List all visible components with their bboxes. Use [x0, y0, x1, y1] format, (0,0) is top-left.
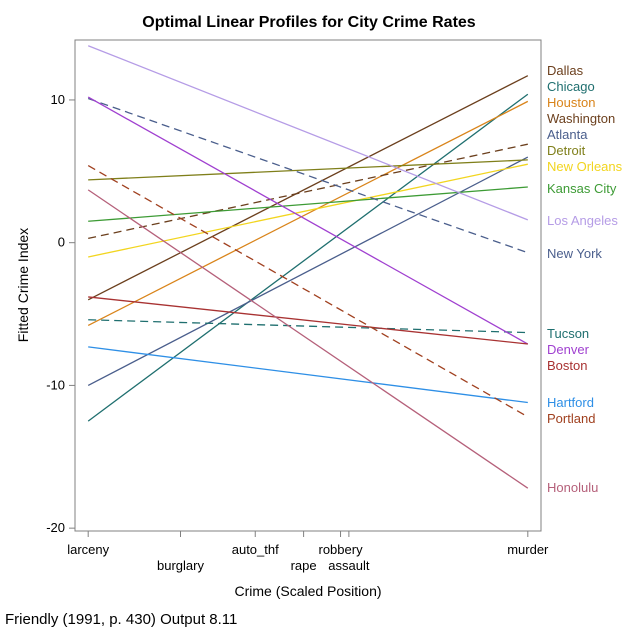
series-line-portland	[87, 165, 529, 418]
series-line-detroit	[88, 159, 528, 181]
series-line-boston	[88, 296, 528, 345]
city-label-los-angeles: Los Angeles	[547, 213, 618, 228]
series-line-tucson	[88, 319, 528, 334]
city-label-boston: Boston	[547, 358, 587, 373]
city-label-kansas-city: Kansas City	[547, 181, 617, 196]
x-tick-label: burglary	[157, 558, 204, 573]
series-line-houston	[87, 100, 529, 327]
chart-title: Optimal Linear Profiles for City Crime R…	[142, 14, 476, 31]
series-line-honolulu	[87, 189, 529, 489]
y-axis: 10 0 -10 -20	[46, 92, 75, 535]
x-axis: larceny burglary auto_thfraperobberyassaul…	[67, 531, 549, 573]
y-tick-label: 10	[51, 92, 65, 107]
city-label-hartford: Hartford	[547, 395, 594, 410]
y-tick-label: -20	[46, 520, 65, 535]
y-tick-label: 0	[58, 235, 65, 250]
series-line-new-orleans	[88, 163, 528, 258]
y-axis-title: Fitted Crime Index	[15, 228, 31, 342]
x-tick-label: murder	[507, 542, 549, 557]
city-label-houston: Houston	[547, 95, 595, 110]
plot-frame	[74, 39, 542, 532]
city-label-detroit: Detroit	[547, 143, 586, 158]
series-line-kansas-city	[88, 186, 528, 222]
series-lines	[87, 45, 529, 489]
x-axis-title: Crime (Scaled Position)	[234, 583, 381, 599]
city-label-washington: Washington	[547, 111, 615, 126]
city-label-new-orleans: New Orleans	[547, 159, 623, 174]
city-labels: DallasChicagoHoustonWashingtonAtlantaDet…	[547, 63, 623, 495]
series-line-los-angeles	[87, 45, 529, 221]
series-line-chicago	[87, 93, 529, 422]
city-label-honolulu: Honolulu	[547, 480, 598, 495]
footnote: Friendly (1991, p. 430) Output 8.11	[5, 611, 237, 628]
series-line-washington	[88, 143, 528, 240]
x-tick-label: larceny	[67, 542, 109, 557]
city-label-denver: Denver	[547, 342, 590, 357]
series-line-atlanta	[87, 156, 529, 386]
x-tick-label: assault	[328, 558, 370, 573]
city-label-chicago: Chicago	[547, 79, 595, 94]
x-tick-label: rape	[291, 558, 317, 573]
series-line-new-york	[87, 97, 529, 254]
series-line-hartford	[88, 346, 528, 404]
x-tick-label: auto_thf	[232, 542, 279, 557]
city-label-dallas: Dallas	[547, 63, 584, 78]
city-label-tucson: Tucson	[547, 326, 589, 341]
city-label-new-york: New York	[547, 246, 602, 261]
city-label-atlanta: Atlanta	[547, 127, 588, 142]
series-line-denver	[87, 96, 529, 345]
series-line-dallas	[87, 75, 529, 301]
city-label-portland: Portland	[547, 411, 595, 426]
y-tick-label: -10	[46, 377, 65, 392]
x-tick-label: robbery	[318, 542, 363, 557]
